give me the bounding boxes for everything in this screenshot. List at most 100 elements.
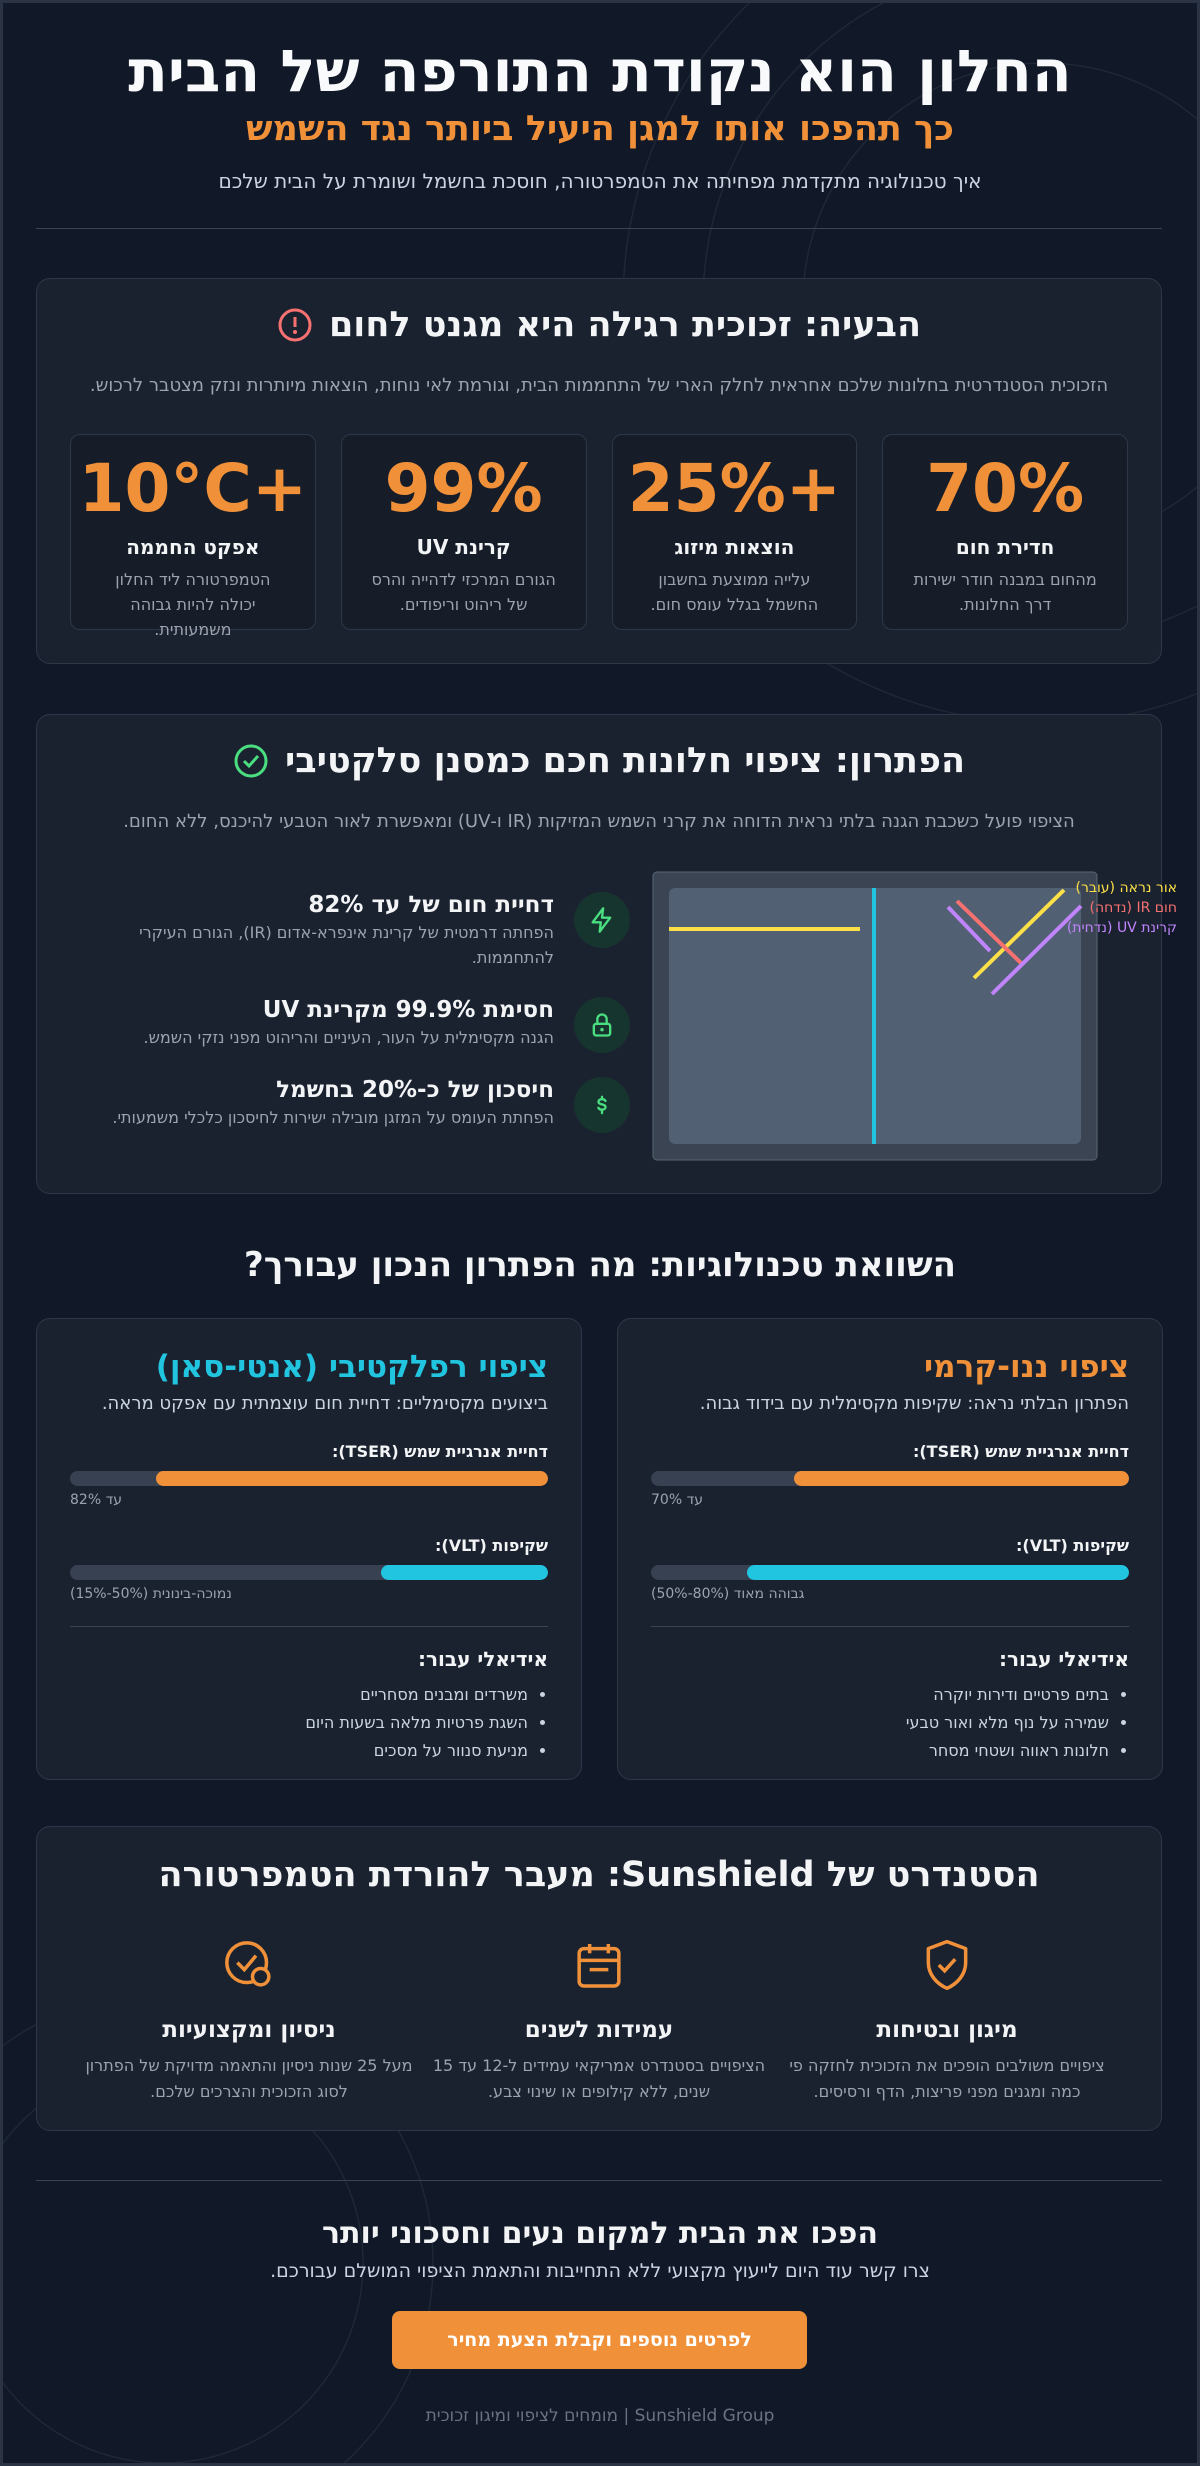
feature-glyph [588,1091,616,1119]
feature-glyph-part [592,1022,612,1037]
feature-glyph-part [591,907,612,933]
feature-title: דחיית חום של עד 82% [308,892,554,918]
feature: חיסכון של כ-20% בחשמל הפחתת העומס על המזג… [70,1077,630,1133]
compare-card: ציפוי ננו-קרמי הפתרון הבלתי נראה: שקיפות … [617,1318,1163,1780]
cta-text: צרו קשר עוד היום לייעוץ מקצועי ללא התחיי… [270,2260,930,2282]
feature-glyph [588,906,616,934]
bar-label: דחיית אנרגיית שמש (TSER): [912,1442,1129,1461]
problem-description: הזכוכית הסטנדרטית בחלונות שלכם אחראית לח… [89,375,1109,396]
stat-label: חדירת חום [955,535,1055,559]
bar-note: נמוכה-בינונית (50%-15%) [70,1586,232,1602]
compare-card-title: ציפוי רפלקטיבי (אנטי-סאן) [155,1349,548,1385]
check-icon [233,743,269,779]
standard-card: הסטנדרט של Sunshield: מעבר להורדת הטמפרט… [36,1826,1162,2131]
feature-body: חיסכון של כ-20% בחשמל הפחתת העומס על המזג… [112,1077,554,1130]
divider [36,228,1162,229]
ideal-label: אידיאלי עבור: [998,1647,1129,1671]
ideal-label: אידיאלי עבור: [417,1647,548,1671]
ideal-item: בתים פרטיים ודירות יוקרה [651,1681,1109,1709]
illustration-part [990,904,1083,996]
feature: חסימת 99.9% מקרינת UV הגנה מקסימלית על הע… [70,997,630,1053]
standard-feature-text: הציפויים בסטנדרט אמריקאי עמידים ל-12 עד … [432,2056,766,2101]
problem-title-text: הבעיה: זכוכית רגילה היא מגנט לחום [328,305,922,345]
feature-body: חסימת 99.9% מקרינת UV הגנה מקסימלית על הע… [143,997,554,1050]
legend-item: קרינת UV (נדחית) [1066,920,1177,936]
standard-feature-title: מיגון ובטיחות [876,2017,1018,2043]
standard-feature: מיגון ובטיחות ציפויים משולבים הופכים את ה… [777,1937,1117,2105]
standard-icon [571,1937,627,1993]
feature-text: הפחתה דרמטית של קרינת אינפרא-אדום (IR), … [139,923,554,967]
feature-glyph-part [596,1013,608,1024]
standard-icon-part [236,1954,258,1973]
standard-feature: ניסיון ומקצועיות מעל 25 שנות ניסיון והתאמ… [79,1937,419,2105]
check-icon-part [242,754,260,769]
alert-icon [277,307,313,343]
standard-icon-part [225,1941,269,1985]
divider [36,2180,1162,2181]
card-divider [651,1626,1129,1627]
bar-note: גבוהה מאוד (80%-50%) [651,1586,805,1602]
bar-track [70,1471,548,1486]
bar-fill [794,1471,1129,1486]
legend-item: אור נראה (עובר) [1075,880,1178,896]
feature-glyph-part [592,1013,612,1037]
ideal-item: מניעת סנוור על מסכים [70,1737,528,1765]
stat-box: 70% חדירת חום מהחום במבנה חודר ישירות דרך … [882,434,1128,630]
feature-title: חסימת 99.9% מקרינת UV [262,997,554,1023]
check-icon-part [234,744,268,778]
standard-feature-text: מעל 25 שנות ניסיון והתאמה מדויקת של הפתר… [85,2056,413,2101]
problem-title: הבעיה: זכוכית רגילה היא מגנט לחום [37,305,1161,345]
alert-icon-part [292,330,297,334]
legend-item: חום IR (נדחה) [1089,900,1177,916]
ideal-list: בתים פרטיים ודירות יוקרהשמירה על נוף מלא… [651,1681,1129,1765]
stat-label: קרינת UV [416,535,511,559]
standard-icon-part [577,1946,621,1988]
standard-icon-part [926,1939,968,1991]
feature-glyph-part [597,1095,607,1115]
stat-text: מהחום במבנה חודר ישירות דרך החלונות. [913,570,1097,614]
feature-icon [574,1077,630,1133]
feature-text: הגנה מקסימלית על העור, העיניים והריהוט מ… [143,1028,554,1047]
feature-glyph-part [591,907,612,933]
stat-value: 70% [926,450,1085,527]
bar-label: דחיית אנרגיית שמש (TSER): [331,1442,548,1461]
standard-feature-title: עמידות לשנים [524,2017,674,2043]
problem-card: הבעיה: זכוכית רגילה היא מגנט לחום הזכוכית… [36,278,1162,664]
bar-label: שקיפות (VLT): [434,1536,548,1555]
solution-card: הפתרון: ציפוי חלונות חכם כמסנן סלקטיבי הצ… [36,714,1162,1194]
stat-box: 25%+ הוצאות מיזוג עלייה ממוצעת בחשבון החשמ… [611,434,858,630]
ideal-item: שמירה על נוף מלא ואור טבעי [651,1709,1109,1737]
bar-note: עד 70% [651,1492,703,1508]
illustration-part [652,871,1098,1161]
bar-label: שקיפות (VLT): [1015,1536,1129,1555]
compare-card-description: ביצועים מקסימליים: דחיית חום עוצמתית עם … [101,1393,548,1414]
stat-label: אפקט החממה [126,535,260,559]
page-subtitle: כך תהפכו אותו למגן היעיל ביותר נגד השמש [245,109,955,149]
feature-glyph-part [600,1027,604,1032]
feature-glyph-part [597,1095,607,1115]
compare-card-description: הפתרון הבלתי נראה: שקיפות מקסימלית עם בי… [699,1393,1129,1414]
bar-track [70,1565,548,1580]
standard-icon-part [250,1966,271,1987]
stats-row: 70% חדירת חום מהחום במבנה חודר ישירות דרך … [70,434,1128,639]
standard-feature-text: ציפויים משולבים הופכים את הזכוכית לחזקה … [789,2056,1105,2101]
standard-icon-part [937,1957,957,1974]
illustration-part [972,888,1066,980]
feature-glyph [588,1011,616,1039]
bar-track [651,1565,1129,1580]
stat-text: עלייה ממוצעת בחשבון החשמל בגלל עומס חום. [650,570,819,614]
ideal-item: משרדים ומבנים מסחריים [70,1681,528,1709]
standard-icon-part [225,1941,271,1987]
feature-icon [574,892,630,948]
cta-title: הפכו את הבית למקום נעים וחסכוני יותר [322,2216,878,2251]
alert-icon-part [278,308,312,342]
compare-card-title: ציפוי ננו-קרמי [924,1349,1129,1385]
stat-box: 99% קרינת UV הגורם המרכזי לדהייה והרס של ר… [340,434,587,630]
cta-button[interactable]: לפרטים נוספים וקבלת הצעת מחיר [392,2311,807,2369]
page-title: החלון הוא נקודת התורפה של הבית [128,37,1072,105]
solution-description: הציפוי פועל כשכבת הגנה בלתי נראית הדוחה … [123,811,1075,832]
ideal-list: משרדים ומבנים מסחרייםהשגת פרטיות מלאה בש… [70,1681,548,1765]
feature-icon [574,997,630,1053]
standard-icon-part [577,1944,621,1988]
